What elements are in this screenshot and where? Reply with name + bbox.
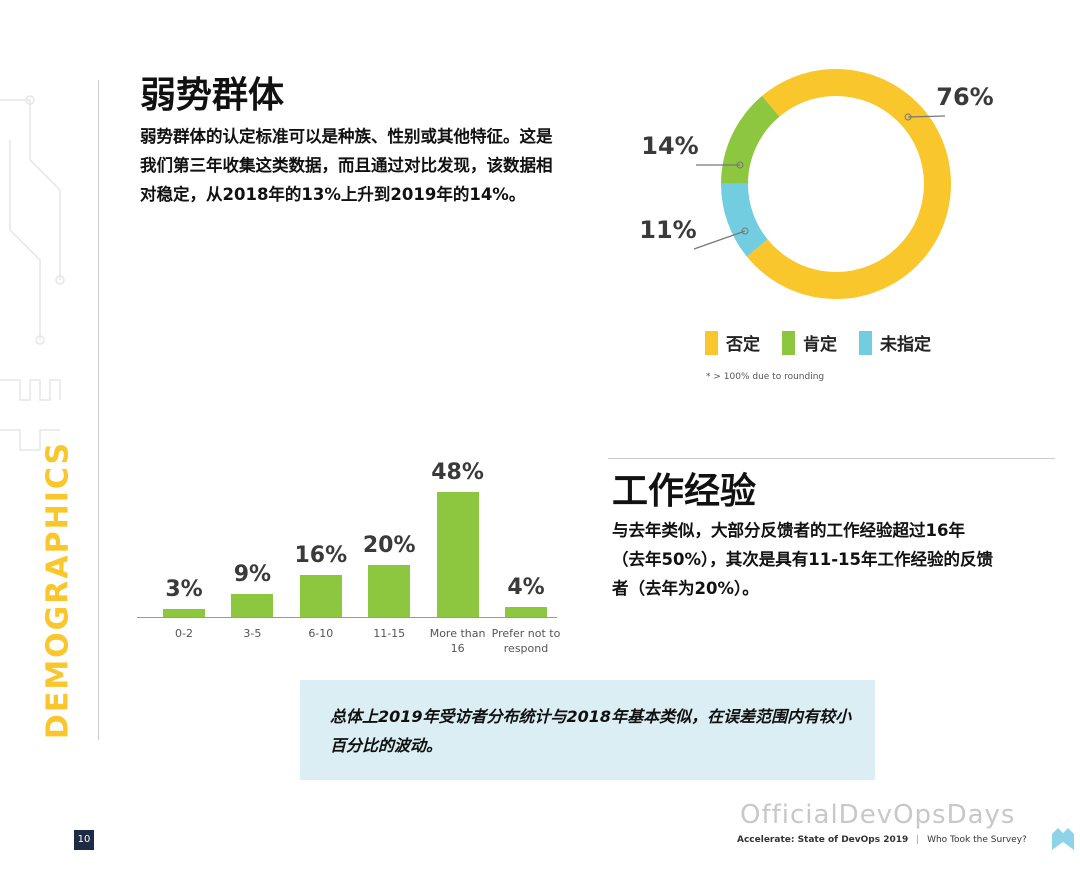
section-body: 与去年类似，大部分反馈者的工作经验超过16年（去年50%），其次是具有11-15… xyxy=(612,521,994,598)
callout-text: 总体上2019年受访者分布统计与2018年基本类似，在误差范围内有较小百分比的波… xyxy=(330,707,852,755)
data-label: 4% xyxy=(507,574,545,600)
data-label: 3% xyxy=(165,577,203,603)
leader-line xyxy=(907,115,946,118)
divider xyxy=(608,458,1055,459)
leader-dot xyxy=(741,227,749,235)
legend-swatch xyxy=(782,330,795,355)
bar xyxy=(299,575,342,617)
legend-label: 未指定 xyxy=(880,335,931,355)
section-body: 弱势群体的认定标准可以是种族、性别或其他特征。这是我们第三年收集这类数据，而且通… xyxy=(140,127,553,204)
data-label: 16% xyxy=(294,543,348,569)
footer-icon xyxy=(1052,828,1074,850)
data-label: 20% xyxy=(362,532,416,558)
bar-chart: 3% 0-2 9% 3-5 16% 6-10 20% 11-15 48% More than 16… xyxy=(0,0,560,655)
footer: Accelerate: State of DevOps 2019 | Who T… xyxy=(737,835,1027,845)
bar xyxy=(231,593,274,617)
legend-swatch xyxy=(859,330,872,355)
page-number: 10 xyxy=(74,830,94,850)
sidebar-title: DEMOGRAPHICS xyxy=(40,440,76,740)
legend-item: 未指定 xyxy=(859,330,931,355)
footer-separator: | xyxy=(916,835,920,845)
callout: 总体上2019年受访者分布统计与2018年基本类似，在误差范围内有较小百分比的波… xyxy=(300,680,875,780)
data-label: 11% xyxy=(639,216,696,244)
legend-label: 否定 xyxy=(726,335,760,355)
donut-slice xyxy=(721,183,768,257)
data-label: 14% xyxy=(641,132,698,160)
bar xyxy=(163,609,205,617)
x-tick-label: 11-15 xyxy=(373,627,406,640)
legend: 否定 肯定 未指定 xyxy=(705,330,931,355)
x-tick-label: More than 16 xyxy=(429,627,486,655)
baseline xyxy=(137,617,557,618)
footer-section: Who Took the Survey? xyxy=(927,835,1027,845)
bar xyxy=(368,564,411,617)
bar xyxy=(505,606,547,617)
x-tick-label: 0-2 xyxy=(175,627,193,640)
section-title: 弱势群体 xyxy=(140,75,285,116)
donut-slice xyxy=(721,95,780,184)
donut-chart: 14% 11% 76% xyxy=(639,68,994,299)
x-tick-label: Prefer not to respond xyxy=(491,627,561,655)
x-tick-label: 6-10 xyxy=(308,627,334,640)
data-label: 48% xyxy=(431,460,484,485)
x-tick-label: 3-5 xyxy=(243,627,262,640)
data-label: 76% xyxy=(936,83,993,111)
legend-label: 肯定 xyxy=(803,335,837,355)
data-label: 9% xyxy=(233,561,272,587)
legend-swatch xyxy=(705,330,718,355)
circuit-decoration xyxy=(0,95,65,451)
legend-item: 否定 xyxy=(705,330,760,355)
leader-dot xyxy=(736,161,744,169)
leader-line xyxy=(693,230,746,250)
leader-dot xyxy=(904,113,912,121)
bar xyxy=(436,492,479,617)
sidebar-rule xyxy=(98,80,99,740)
footer-report: Accelerate: State of DevOps 2019 xyxy=(737,835,909,845)
donut-slice xyxy=(746,68,951,299)
section-title: 工作经验 xyxy=(612,471,757,512)
legend-item: 肯定 xyxy=(782,330,837,355)
chart-note: * > 100% due to rounding xyxy=(706,372,825,382)
watermark: OfficialDevOpsDays xyxy=(740,800,1016,830)
